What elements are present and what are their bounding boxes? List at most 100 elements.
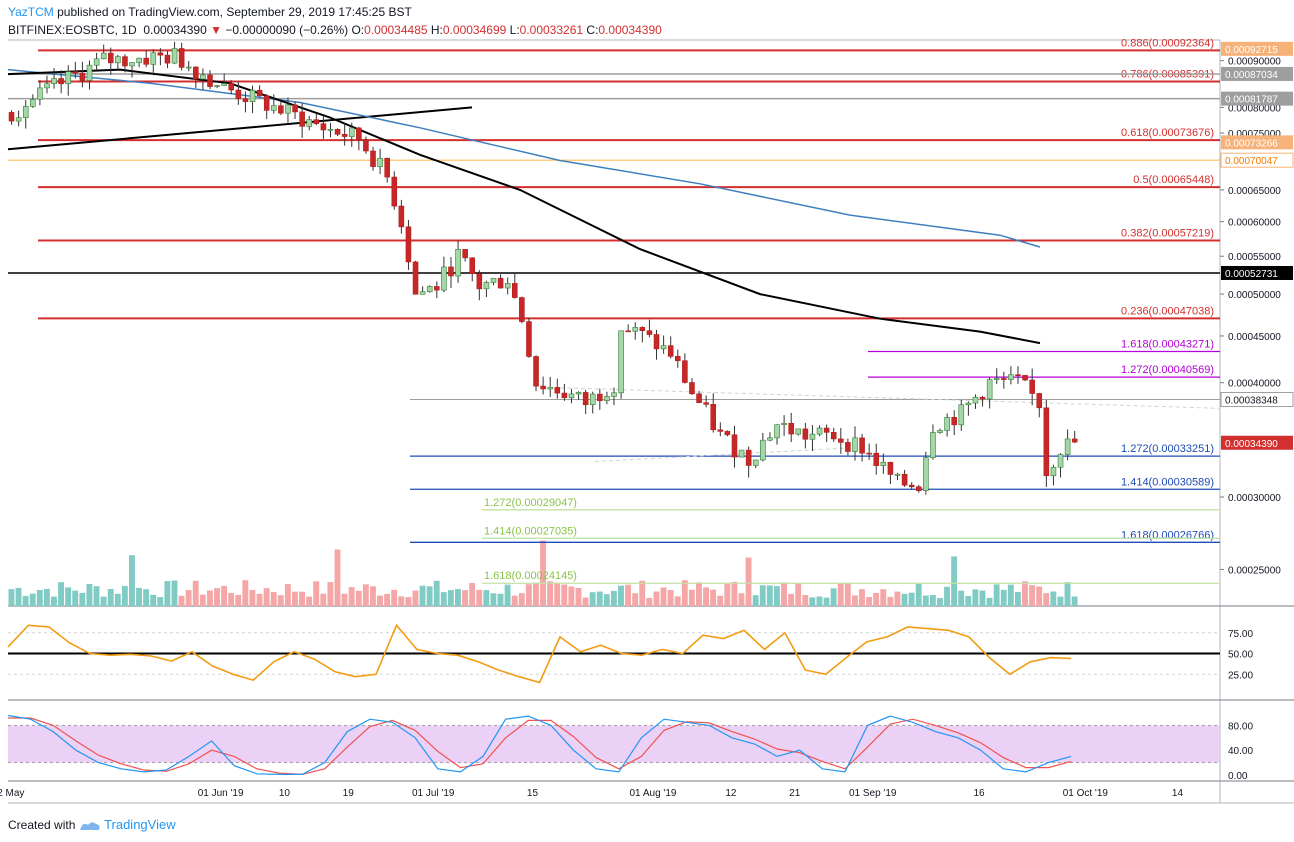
volume-bar — [696, 582, 702, 606]
candle-body — [490, 277, 497, 283]
volume-bar — [192, 580, 199, 606]
low-label: L: — [509, 23, 520, 37]
candle-body — [434, 286, 440, 291]
volume-bar — [362, 584, 369, 606]
stoch-rsi-pane[interactable]: 80.00 40.00 0.00 — [7, 714, 1294, 783]
volume-bar — [511, 595, 518, 606]
price-axis-label: 0.00080000 — [1228, 103, 1281, 114]
candle-body — [235, 89, 242, 100]
dashed-trendline — [594, 446, 861, 463]
candle-body — [937, 430, 943, 433]
fib-level-label: 1.618(0.00026766) — [1121, 529, 1214, 541]
candle-body — [51, 78, 57, 85]
fib-level-label: 1.414(0.00027035) — [484, 525, 577, 537]
candle-body — [412, 261, 419, 295]
candle-body — [894, 474, 901, 476]
volume-bar — [731, 581, 738, 606]
fib-level-label: 0.618(0.00073676) — [1121, 127, 1214, 139]
volume-bar — [618, 585, 624, 606]
volume-bar — [986, 597, 993, 606]
candle-body — [526, 321, 532, 357]
candle-body — [405, 226, 412, 263]
candle-body — [816, 427, 823, 435]
fib-level-label: 0.382(0.00057219) — [1121, 228, 1214, 240]
volume-bar — [922, 595, 929, 606]
volume-bar — [426, 586, 433, 606]
volume-bar — [561, 584, 568, 606]
candle-body — [632, 327, 639, 332]
volume-bar — [752, 595, 759, 606]
candle-body — [207, 74, 213, 87]
candle-body — [93, 58, 100, 66]
candle-body — [582, 392, 589, 406]
volume-bar — [547, 581, 554, 606]
time-axis[interactable]: 02 May 01 Jun '19 10 19 01 Jul '19 15 01 Aug '… — [0, 788, 1294, 804]
volume-bar — [816, 596, 823, 606]
volume-bar — [610, 590, 617, 606]
volume-bar — [936, 597, 943, 606]
rsi-pane[interactable]: 75.00 50.00 25.00 — [7, 623, 1294, 701]
volume-bar — [1007, 584, 1014, 606]
close-label: C: — [586, 23, 599, 37]
price-axis-label: 0.00065000 — [1228, 186, 1281, 197]
candle-body — [972, 396, 979, 404]
candle-body — [171, 48, 178, 64]
price-tag-label: 0.00081787 — [1225, 95, 1278, 106]
price-tag-label: 0.00070047 — [1225, 156, 1278, 167]
candle-body — [37, 87, 43, 100]
volume-bar — [837, 583, 844, 606]
price-tag-label: 0.00092715 — [1225, 45, 1278, 56]
candle-body — [356, 127, 362, 140]
candle-body — [313, 119, 320, 124]
volume-bar — [972, 589, 979, 606]
volume-bar — [249, 589, 256, 606]
tradingview-brand[interactable]: TradingView — [104, 817, 176, 832]
candle-body — [604, 396, 610, 402]
price-tag-label: 0.00087034 — [1225, 70, 1278, 81]
author-link[interactable]: YazTCM — [8, 5, 54, 19]
fib-level-label: 1.618(0.00024145) — [484, 570, 577, 582]
volume-bar — [589, 592, 596, 606]
candle-body — [1015, 374, 1021, 377]
candle-body — [852, 437, 858, 452]
candle-body — [724, 431, 731, 436]
volume-bar — [504, 584, 511, 606]
volume-bar — [256, 593, 263, 606]
volume-bar — [150, 594, 157, 606]
candle-body — [157, 52, 164, 56]
volume-bar — [951, 556, 958, 606]
candle-body — [263, 95, 270, 111]
candle-body — [1008, 374, 1014, 380]
volume-bar — [171, 580, 178, 606]
price-axis-label: 0.00050000 — [1228, 290, 1281, 301]
rsi-axis-label: 25.00 — [1228, 670, 1253, 681]
candle-body — [575, 392, 582, 395]
candle-body — [930, 432, 936, 458]
volume-bar — [830, 588, 837, 606]
candle-body — [618, 330, 624, 394]
candle-body — [682, 360, 688, 383]
candle-body — [511, 283, 518, 298]
candle-body — [561, 392, 568, 399]
candle-body — [568, 393, 575, 399]
time-axis-label: 19 — [343, 788, 355, 799]
volume-bar — [206, 590, 213, 606]
volume-bar — [724, 583, 731, 606]
volume-bar — [51, 596, 57, 606]
volume-bar — [717, 595, 724, 606]
volume-bar — [1036, 586, 1043, 606]
open-label: O: — [351, 23, 365, 37]
volume-bar — [497, 593, 504, 606]
published-text: published on TradingView.com, September … — [57, 5, 412, 19]
candle-body — [200, 74, 206, 80]
price-pane[interactable]: 0.00090000 0.00080000 0.00075000 0.00065000… — [7, 37, 1294, 803]
price-axis-label: 0.00060000 — [1228, 218, 1281, 229]
candle-body — [469, 257, 476, 274]
volume-bar — [377, 595, 383, 606]
time-axis-label: 10 — [279, 788, 291, 799]
volume-bar — [100, 596, 107, 606]
candle-body — [731, 434, 738, 458]
price-axis-label: 0.00045000 — [1228, 332, 1281, 343]
candle-body — [72, 71, 79, 74]
